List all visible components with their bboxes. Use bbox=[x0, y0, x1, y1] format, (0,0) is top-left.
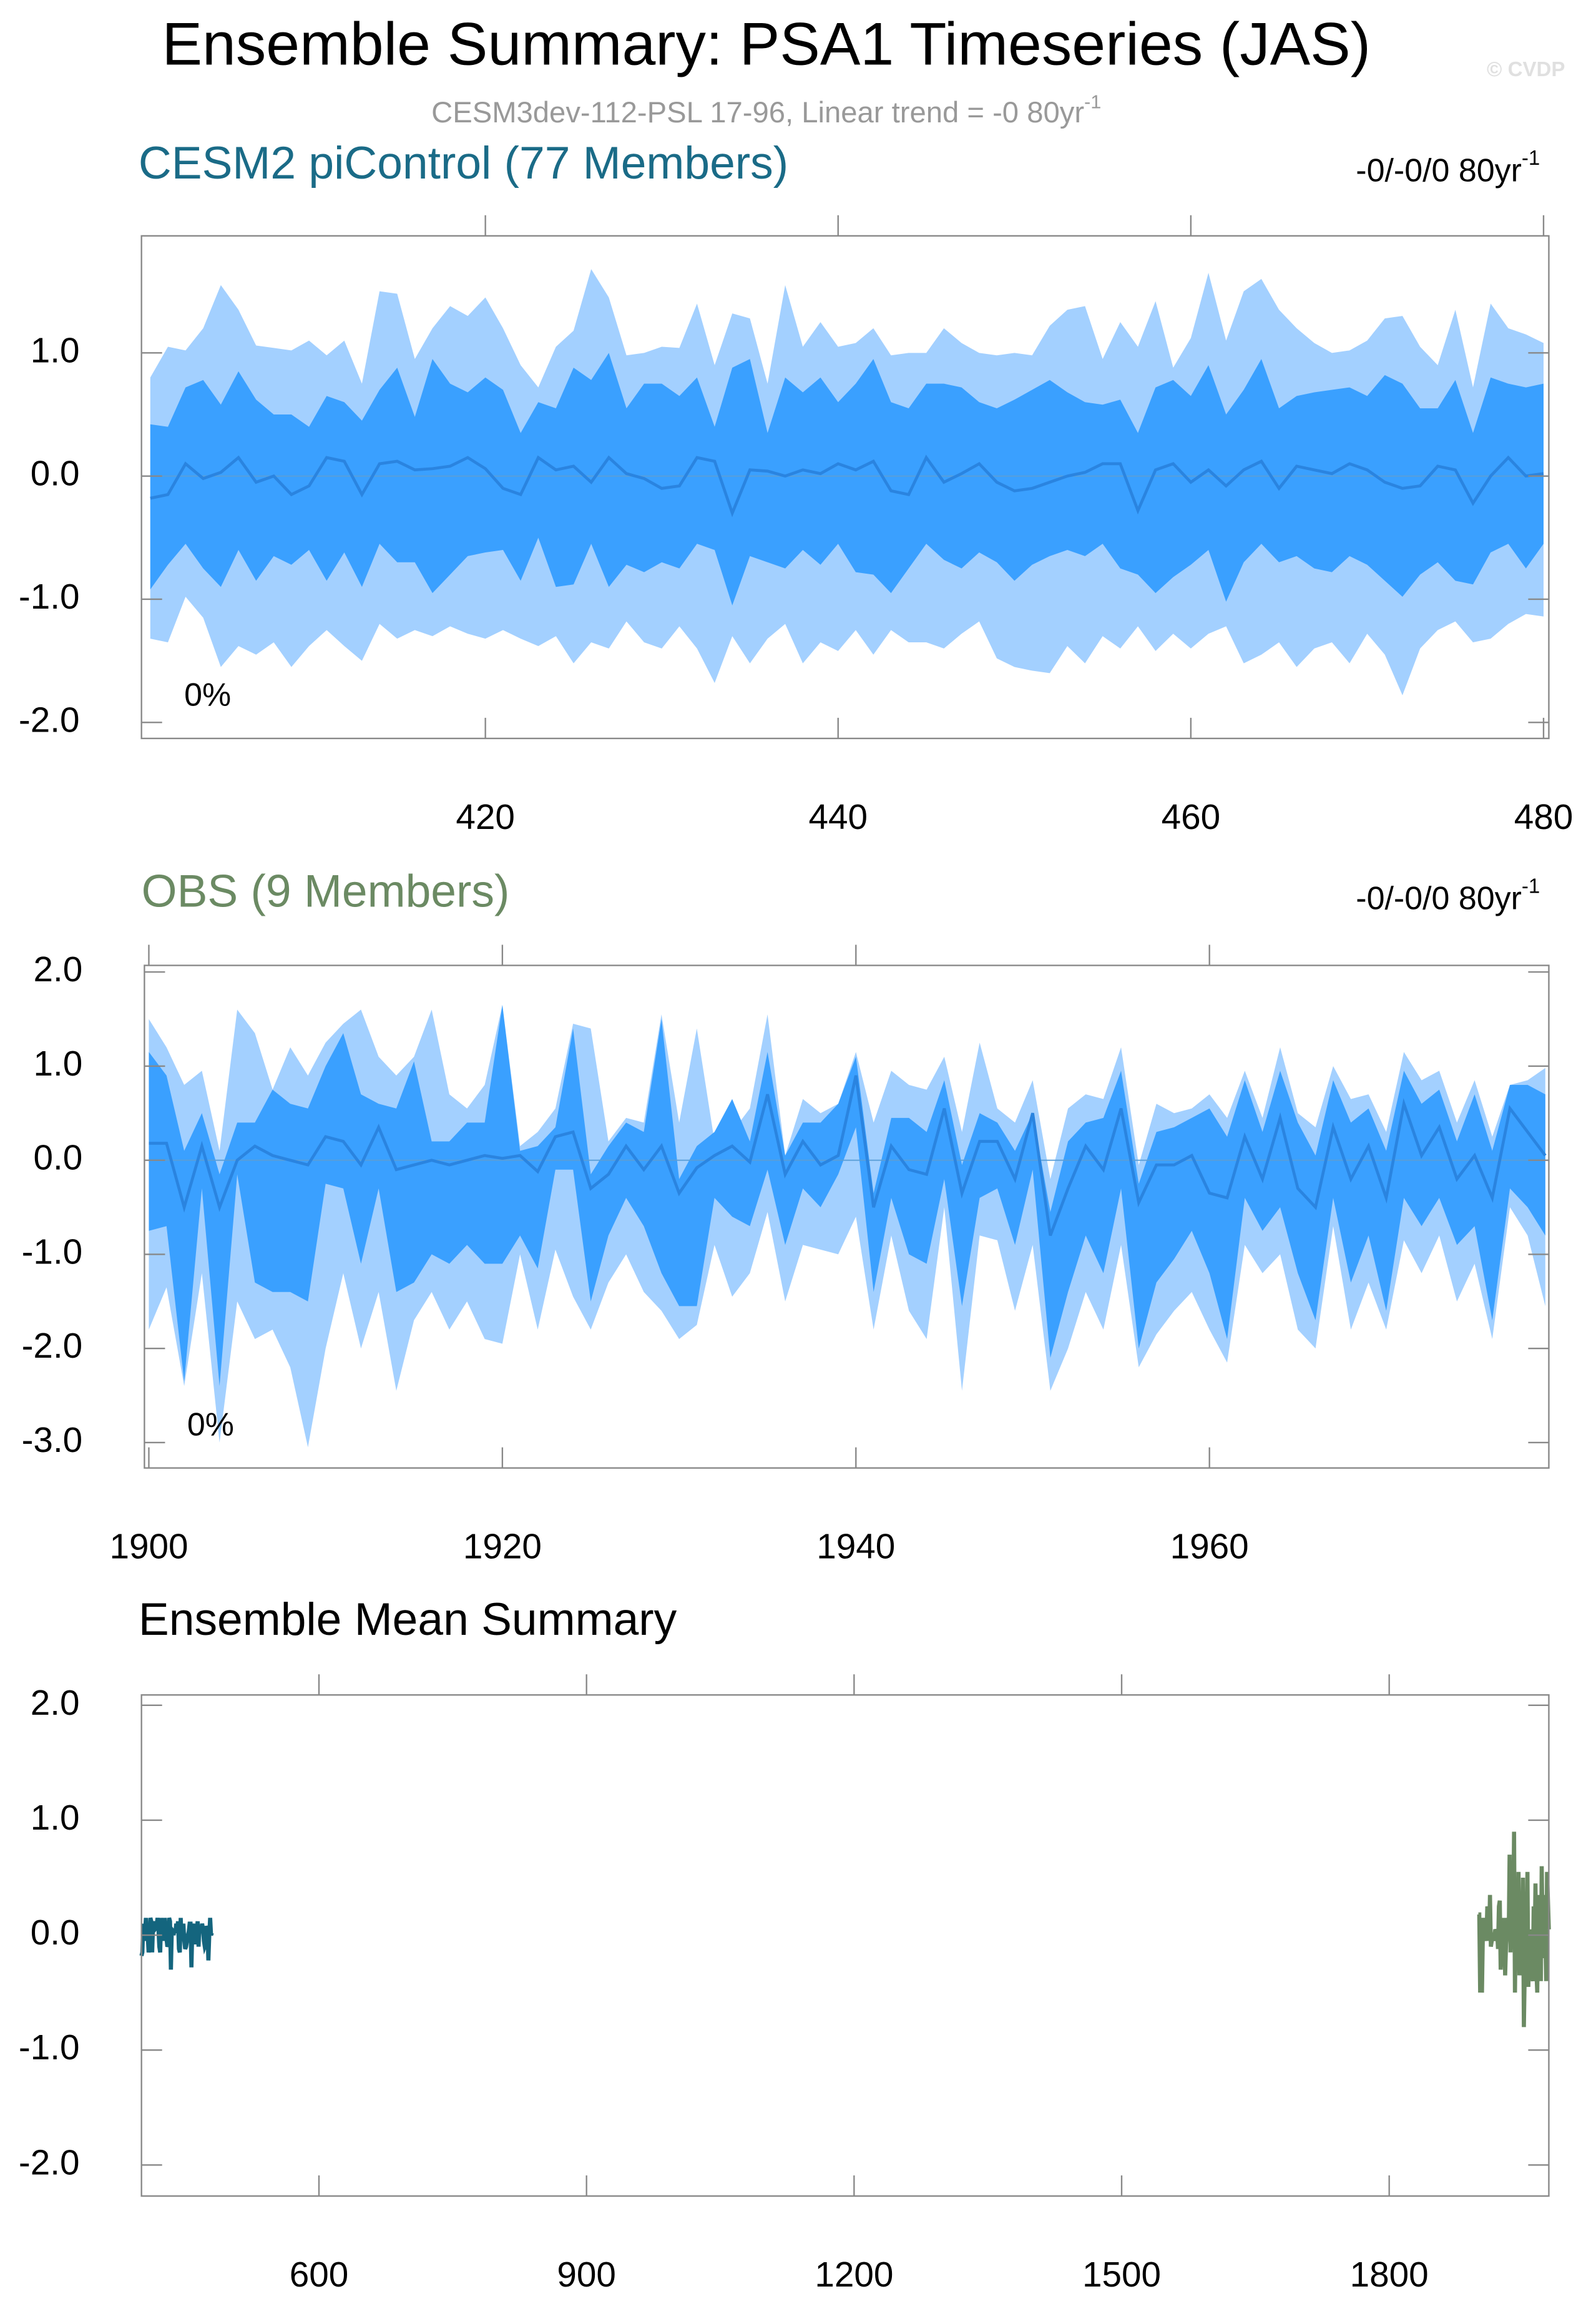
x-tick-label: 1940 bbox=[816, 1527, 895, 1567]
y-tick-label: -2.0 bbox=[22, 1326, 83, 1366]
annotation: 0% bbox=[184, 677, 231, 713]
x-tick-label: 1200 bbox=[815, 2255, 893, 2295]
x-tick-label: 1900 bbox=[109, 1527, 188, 1567]
y-tick-label: 2.0 bbox=[31, 1684, 80, 1723]
y-tick-label: -1.0 bbox=[19, 577, 80, 617]
x-tick-label: 600 bbox=[290, 2255, 349, 2295]
x-tick-label: 480 bbox=[1514, 798, 1574, 837]
panel-title: Ensemble Mean Summary bbox=[139, 1594, 677, 1645]
subtitle-sup: -1 bbox=[1084, 91, 1101, 112]
y-tick-label: -2.0 bbox=[19, 2143, 80, 2182]
trend-text: -0/-0/0 80yr bbox=[1356, 152, 1522, 189]
y-tick-label: -1.0 bbox=[22, 1232, 83, 1272]
plot-frame bbox=[144, 964, 1550, 1469]
plot-frame bbox=[140, 1694, 1550, 2197]
y-tick-label: -3.0 bbox=[22, 1421, 83, 1460]
x-tick-label: 460 bbox=[1162, 798, 1221, 837]
y-tick-label: 1.0 bbox=[33, 1044, 82, 1084]
y-tick-label: 0.0 bbox=[31, 454, 80, 494]
watermark: © CVDP bbox=[1487, 58, 1565, 81]
y-tick-label: 0.0 bbox=[33, 1139, 82, 1178]
trend-label: -0/-0/0 80yr-1 bbox=[1356, 875, 1540, 916]
mean-line bbox=[149, 1075, 1547, 1237]
panel-title: CESM2 piControl (77 Members) bbox=[139, 137, 788, 189]
x-tick-label: 420 bbox=[456, 798, 515, 837]
y-tick-label: -2.0 bbox=[19, 700, 80, 740]
y-tick-label: -1.0 bbox=[19, 2028, 80, 2067]
x-tick-label: 1920 bbox=[463, 1527, 542, 1567]
x-tick-label: 900 bbox=[557, 2255, 616, 2295]
panel-title: OBS (9 Members) bbox=[142, 866, 510, 917]
y-tick-label: 1.0 bbox=[31, 331, 80, 370]
subtitle-text: CESM3dev-112-PSL 17-96, Linear trend = -… bbox=[431, 97, 1084, 130]
x-tick-label: 1800 bbox=[1350, 2255, 1429, 2295]
band bbox=[149, 1004, 1545, 1386]
x-tick-label: 1960 bbox=[1170, 1527, 1249, 1567]
trend-sup: -1 bbox=[1522, 147, 1540, 170]
trend-label: -0/-0/0 80yr-1 bbox=[1356, 147, 1540, 189]
annotation: 0% bbox=[187, 1406, 234, 1443]
band bbox=[150, 353, 1544, 605]
trend-sup: -1 bbox=[1522, 875, 1540, 898]
main-title: Ensemble Summary: PSA1 Timeseries (JAS) bbox=[162, 10, 1371, 78]
x-tick-label: 1500 bbox=[1082, 2255, 1161, 2295]
subtitle: CESM3dev-112-PSL 17-96, Linear trend = -… bbox=[431, 91, 1101, 129]
series-line bbox=[139, 1917, 214, 1970]
plot-area bbox=[141, 1695, 1549, 2197]
trend-text: -0/-0/0 80yr bbox=[1356, 880, 1522, 916]
series-line bbox=[1477, 1831, 1551, 2027]
x-tick-label: 440 bbox=[808, 798, 868, 837]
y-tick-label: 1.0 bbox=[31, 1798, 80, 1838]
plot-frame bbox=[140, 235, 1550, 740]
mean-line bbox=[150, 454, 1544, 517]
y-tick-label: 2.0 bbox=[33, 950, 82, 989]
y-tick-label: 0.0 bbox=[31, 1913, 80, 1953]
